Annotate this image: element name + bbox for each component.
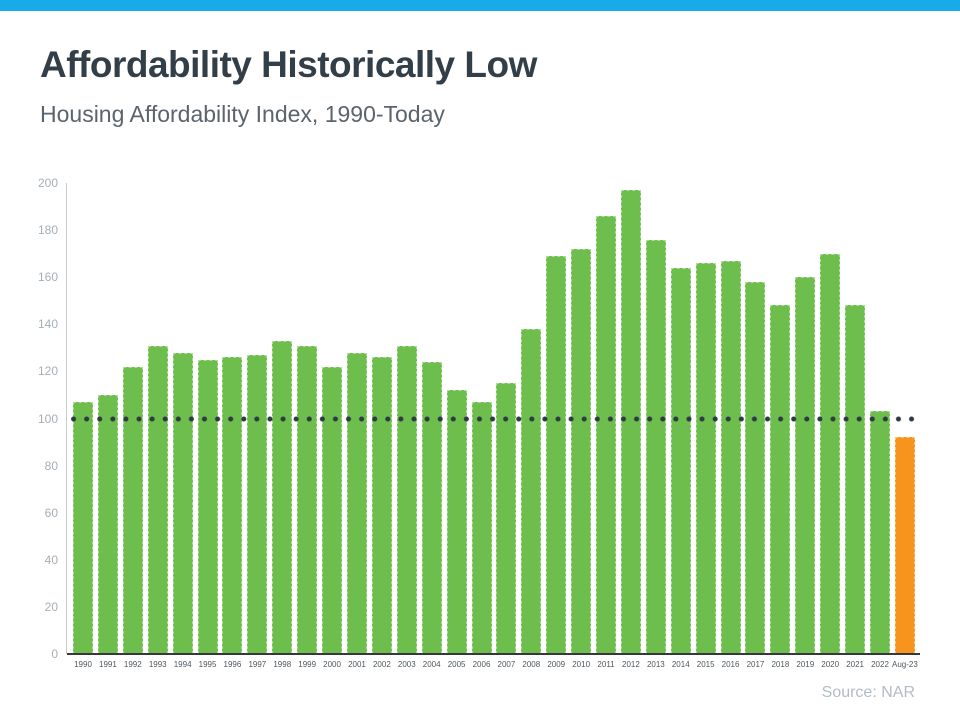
bar-2009 — [546, 256, 567, 654]
bar-2017 — [745, 281, 766, 654]
y-tick-label: 100 — [37, 411, 58, 426]
x-tick-label: 2018 — [771, 660, 790, 669]
bar-1995 — [197, 359, 218, 654]
y-tick-label: 180 — [37, 223, 58, 238]
x-tick-label: 2014 — [671, 660, 690, 669]
x-tick-label: 2006 — [472, 660, 491, 669]
y-tick-label: 80 — [44, 458, 58, 473]
bar-2011 — [596, 215, 617, 654]
x-tick-label: 2021 — [846, 660, 864, 669]
y-tick-label: 140 — [37, 317, 58, 332]
x-tick-label: 1992 — [123, 660, 142, 669]
bar-1997 — [247, 354, 268, 654]
x-tick-label: 2005 — [447, 660, 466, 669]
bar-2002 — [371, 357, 392, 654]
x-tick-label: 1996 — [223, 660, 242, 669]
bar-2005 — [446, 390, 467, 654]
bar-2012 — [620, 190, 641, 654]
x-tick-label: 1990 — [74, 660, 92, 669]
bar-2001 — [346, 352, 367, 654]
bar-2022 — [870, 411, 890, 654]
bar-2016 — [720, 260, 741, 654]
x-tick-label: 1991 — [99, 660, 117, 669]
page-title: Affordability Historically Low — [40, 44, 537, 85]
x-tick-label: 1999 — [298, 660, 317, 669]
bar-2019 — [795, 277, 816, 654]
y-tick-label: 120 — [37, 364, 58, 379]
bar-2000 — [322, 366, 343, 654]
bar-2020 — [820, 253, 841, 654]
bar-1999 — [297, 345, 318, 654]
x-tick-label: 2016 — [721, 660, 740, 669]
x-tick-label: 2022 — [871, 660, 889, 669]
x-tick-label: Aug-23 — [892, 660, 918, 669]
x-tick-label: 2004 — [422, 660, 441, 669]
x-tick-label: 2003 — [397, 660, 416, 669]
chart-subtitle: Housing Affordability Index, 1990-Today — [40, 101, 445, 127]
y-tick-label: 40 — [44, 552, 58, 567]
bar-1990 — [73, 402, 93, 654]
x-tick-label: 2019 — [796, 660, 815, 669]
bar-2004 — [421, 361, 442, 654]
x-tick-label: 2010 — [572, 660, 591, 669]
bar-Aug-23 — [894, 437, 915, 654]
x-axis-line — [67, 653, 920, 655]
x-tick-label: 2020 — [821, 660, 840, 669]
x-tick-label: 1998 — [273, 660, 292, 669]
bar-2008 — [521, 329, 542, 654]
bar-2021 — [845, 305, 866, 654]
bar-1993 — [147, 345, 168, 654]
y-tick-label: 160 — [37, 270, 58, 285]
y-tick-label: 20 — [44, 599, 58, 614]
bar-2014 — [670, 267, 691, 654]
bar-1996 — [222, 357, 243, 654]
bar-2007 — [496, 383, 517, 654]
x-tick-label: 2008 — [522, 660, 541, 669]
y-tick-label: 60 — [44, 505, 58, 520]
x-tick-label: 2017 — [746, 660, 765, 669]
y-tick-label: 200 — [37, 176, 58, 190]
y-tick-label: 0 — [51, 647, 58, 661]
x-tick-label: 1995 — [198, 660, 217, 669]
x-tick-label: 1993 — [148, 660, 167, 669]
top-accent-bar — [0, 0, 960, 11]
bar-1994 — [172, 352, 193, 654]
x-tick-label: 2009 — [547, 660, 566, 669]
x-tick-label: 2001 — [348, 660, 366, 669]
bar-2003 — [396, 345, 417, 654]
x-tick-label: 2000 — [323, 660, 341, 669]
bar-2015 — [695, 263, 716, 654]
x-tick-label: 1997 — [248, 660, 267, 669]
bar-series — [67, 183, 920, 654]
source-credit: Source: NAR — [821, 684, 915, 701]
bar-2013 — [645, 239, 666, 654]
x-axis-labels: 1990 1991 1992 1993 1994 1995 1996 1997 1998 1999… — [67, 660, 920, 669]
bar-2010 — [571, 248, 592, 654]
bar-1992 — [122, 366, 143, 654]
bar-1998 — [272, 340, 293, 654]
x-tick-label: 2011 — [597, 660, 615, 669]
x-tick-label: 1994 — [173, 660, 192, 669]
bar-2018 — [770, 305, 791, 654]
x-tick-label: 2002 — [372, 660, 391, 669]
x-tick-label: 2015 — [696, 660, 715, 669]
bar-1991 — [97, 394, 118, 654]
x-tick-label: 2012 — [622, 660, 640, 669]
x-tick-label: 2007 — [497, 660, 516, 669]
benchmark-line-100 — [67, 415, 920, 422]
plot-area: 1990 1991 1992 1993 1994 1995 1996 1997 1998 1999… — [66, 183, 920, 669]
x-tick-label: 2013 — [646, 660, 665, 669]
bar-2006 — [471, 402, 492, 654]
